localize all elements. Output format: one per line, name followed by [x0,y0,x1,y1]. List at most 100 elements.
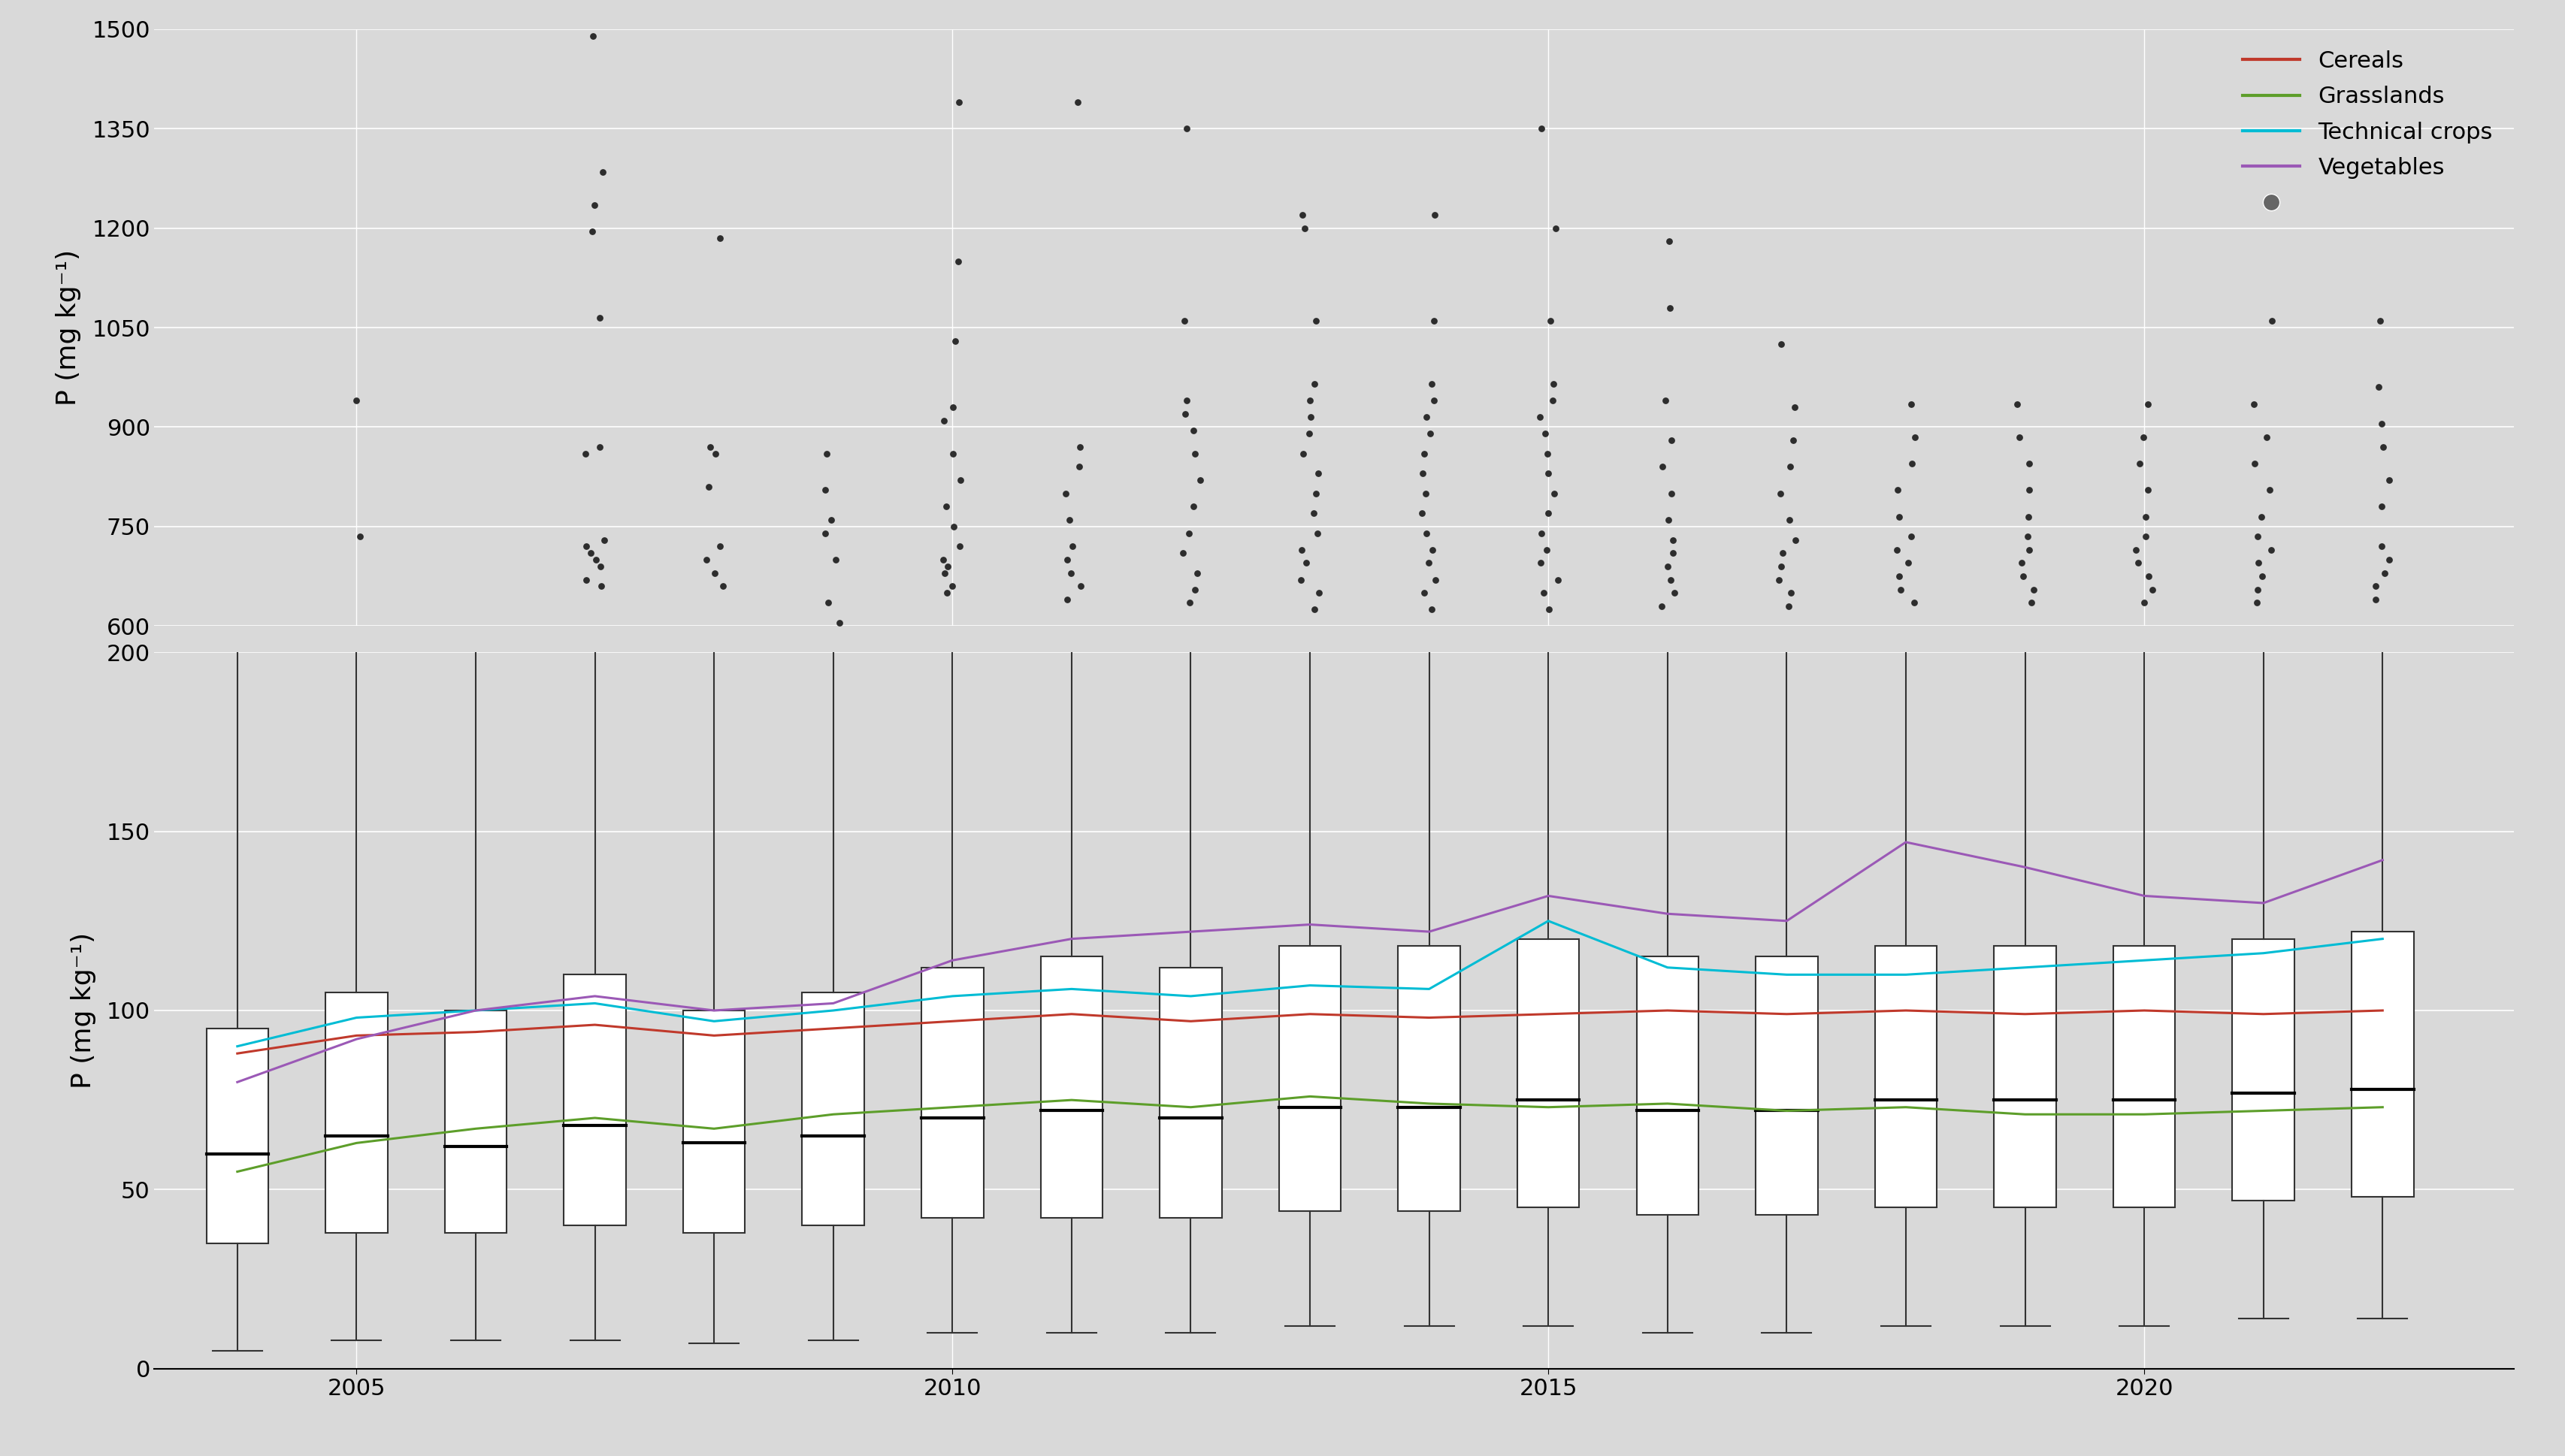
Point [1172,419,1213,443]
Point [2242,565,2283,588]
Point [1534,373,1575,396]
Point [1411,422,1452,446]
Point [580,555,621,578]
Bar [2232,939,2296,1200]
Point [1057,90,1098,114]
Point [1642,594,1683,617]
Point [1880,578,1921,601]
Point [580,435,621,459]
Point [926,495,967,518]
Point [923,409,964,432]
Point [2124,425,2165,448]
Point [939,534,980,558]
Point [1175,443,1216,466]
Point [585,529,626,552]
Point [2003,565,2044,588]
Point [1760,332,1801,355]
Point [1893,425,1934,448]
Point [1647,555,1688,578]
Point [1890,451,1931,475]
Point [2116,552,2157,575]
Point [1536,568,1577,591]
Point [2014,578,2055,601]
Point [1298,581,1339,604]
Point [1175,578,1216,601]
Point [1644,389,1685,412]
Point [1757,568,1798,591]
Point [2126,524,2167,547]
Point [1878,565,1919,588]
Point [2234,451,2275,475]
Point [1529,502,1570,526]
Point [1998,425,2039,448]
Bar [564,974,626,1226]
Point [336,389,377,412]
Point [1526,443,1567,466]
Bar [444,1010,508,1233]
Point [1406,405,1447,428]
Point [1762,542,1803,565]
Point [2250,479,2291,502]
Point [1526,462,1567,485]
Point [1649,230,1690,253]
Point [1413,309,1454,332]
Point [2001,552,2042,575]
Point [1521,552,1562,575]
Y-axis label: P (mg kg⁻¹): P (mg kg⁻¹) [56,249,82,406]
Point [572,220,613,243]
Bar [1754,957,1819,1214]
Point [1878,479,1919,502]
Point [700,226,741,249]
Point [1282,204,1324,227]
Point [1534,482,1575,505]
Point [567,534,608,558]
Point [1165,402,1206,425]
Point [923,562,964,585]
Point [2129,565,2170,588]
Point [2008,539,2049,562]
Point [1529,309,1570,332]
Point [811,508,852,531]
Point [1290,405,1331,428]
Point [934,515,975,539]
Point [2355,588,2396,612]
Point [1893,591,1934,614]
Point [1285,552,1326,575]
Point [1052,534,1093,558]
Point [1890,524,1931,547]
Bar [326,993,387,1233]
Point [569,542,610,565]
Point [2242,505,2283,529]
Point [1531,389,1572,412]
Point [2355,575,2396,598]
Point [2365,562,2406,585]
Point [2357,376,2398,399]
Bar [1398,946,1459,1211]
Point [575,194,616,217]
Point [1298,462,1339,485]
Y-axis label: P (mg kg⁻¹): P (mg kg⁻¹) [72,932,95,1089]
Point [1177,562,1218,585]
Point [1878,539,1919,562]
Point [1413,539,1454,562]
Point [1888,552,1929,575]
Point [2362,495,2403,518]
Point [2367,547,2409,571]
Point [1652,542,1693,565]
Point [1878,505,1919,529]
Point [2362,412,2403,435]
Bar [2352,932,2414,1197]
Point [1536,217,1577,240]
Point [1406,482,1447,505]
Point [1652,529,1693,552]
Point [1295,521,1336,545]
Point [1180,469,1221,492]
Point [2126,505,2167,529]
Bar [1875,946,1937,1207]
Point [1642,456,1683,479]
Point [2126,479,2167,502]
Point [1165,309,1206,332]
Point [1293,598,1334,622]
Point [931,575,972,598]
Point [1167,389,1208,412]
